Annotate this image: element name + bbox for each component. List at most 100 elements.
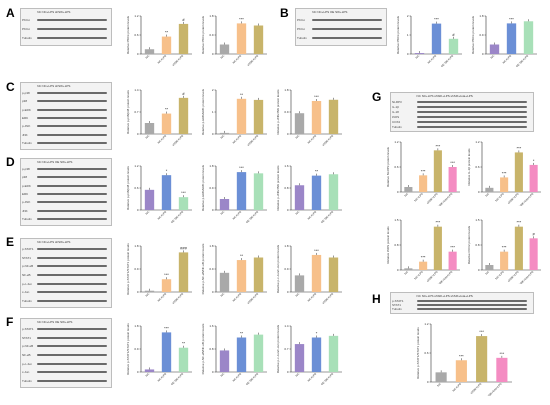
bar [236, 23, 247, 54]
blot-row-label: PKCα [297, 17, 305, 22]
blot-band [37, 184, 108, 187]
blot-row-label: p-NF-κB [22, 344, 34, 349]
x-tick-label: NC+LPS [451, 382, 462, 393]
panel-label-G: G [372, 90, 382, 104]
significance-label: *** [479, 329, 484, 334]
bar [178, 97, 189, 134]
blot-row-label: PKCα [22, 17, 30, 22]
y-axis-label: Relative p-STAT1/STAT1 protein levels [126, 323, 130, 375]
blot-header: NC NC+LPS OE SIK+LPS [37, 160, 73, 164]
x-tick-label: shSIK+LPS [426, 270, 439, 283]
bar-chart-E-2: Relative p-NF-κB/NF-κB protein levels 0 0.… [201, 243, 267, 305]
x-tick-label: NC [484, 270, 490, 276]
significance-label: ** [182, 341, 186, 346]
blot-row-label: ERK [22, 192, 29, 196]
x-tick-label: shSIK+LPS [321, 292, 334, 305]
blot-row-label: p38 [22, 175, 28, 180]
blot-band [37, 133, 108, 136]
blot-row-label: IL-1β [392, 104, 399, 109]
blot-row-label: Tubulin [22, 298, 32, 303]
bar [500, 177, 509, 192]
x-tick-label: NC [295, 372, 301, 378]
y-tick-label: 0.9 [284, 110, 289, 114]
bar [219, 44, 230, 54]
x-tick-label: NC [220, 210, 226, 216]
y-tick-label: 1.5 [475, 218, 480, 222]
x-tick-label: OE SIK+LPS [245, 210, 259, 224]
blot-row-label: p-p38 [22, 91, 30, 96]
blot-row-label: NF-κB [22, 353, 31, 357]
blot-band [37, 345, 108, 348]
y-tick-label: 0.6 [394, 165, 399, 169]
significance-label: * [533, 158, 535, 163]
x-tick-label: shSIK+Iota+LPS [436, 270, 454, 284]
significance-label: ** [240, 253, 244, 258]
y-axis-label: Relative PKCα protein levels [126, 15, 130, 54]
x-tick-label: NC+LPS [232, 372, 243, 383]
bar [448, 167, 457, 192]
bar-chart-F-3: Relative p-c-Jun/c-Jun protein levels 0 0.… [276, 324, 342, 386]
blot-band [312, 37, 383, 40]
significance-label: *** [450, 160, 455, 165]
x-tick-label: shSIK+Iota+LPS [485, 382, 503, 396]
y-tick-label: 1 [212, 110, 214, 114]
blot-row-label: Tubulin [22, 36, 32, 41]
x-tick-label: OE SIK+LPS [440, 54, 454, 68]
significance-label: *** [509, 16, 514, 21]
panel-label-C: C [6, 80, 15, 94]
significance-label: *** [164, 272, 169, 277]
significance-label: * [166, 168, 168, 173]
bar [236, 98, 247, 134]
x-tick-label: NC+LPS [494, 192, 505, 203]
x-tick-label: NC [403, 192, 409, 198]
x-tick-label: OE SIK+LPS [320, 372, 334, 386]
y-tick-label: 0.9 [284, 267, 289, 271]
y-tick-label: 0 [478, 190, 480, 194]
blot-row-label: ERK [22, 116, 29, 120]
y-tick-label: 1.8 [209, 14, 214, 18]
y-tick-label: 0.9 [209, 186, 214, 190]
y-tick-label: 0.9 [209, 33, 214, 37]
significance-label: *** [314, 248, 319, 253]
blot-row-label: NLRP3 [392, 99, 402, 104]
y-tick-label: 2 [407, 14, 409, 18]
y-tick-label: 0 [427, 380, 429, 384]
x-tick-label: NC+LPS [307, 134, 318, 145]
blot-band [312, 28, 383, 30]
significance-label: *** [239, 165, 244, 170]
y-tick-label: 0 [212, 132, 214, 136]
y-tick-label: 0.7 [134, 110, 139, 114]
bar [433, 150, 442, 192]
blot-band [37, 336, 108, 339]
y-tick-label: 1.2 [134, 164, 139, 168]
y-tick-label: 0 [287, 370, 289, 374]
blot-header: NC NC+LPS shSIK+LPS [37, 84, 71, 88]
bar [311, 175, 322, 210]
y-tick-label: 1.8 [479, 14, 484, 18]
blot-row-label: p-c-Jun [22, 361, 33, 366]
y-axis-label: Relative p-p38/p38 protein levels [126, 90, 130, 134]
x-tick-label: shSIK+LPS [171, 54, 184, 67]
x-tick-label: NC+LPS [157, 134, 168, 145]
blot-row-label: Tubulin [22, 378, 32, 383]
significance-label: ** [165, 107, 169, 112]
y-tick-label: 1.6 [284, 164, 289, 168]
x-tick-label: NC [295, 292, 301, 298]
bar [253, 334, 264, 372]
bar [294, 113, 305, 134]
significance-label: *** [517, 145, 522, 150]
y-tick-label: 1.2 [394, 140, 399, 144]
blot-row-label: IL-18 [392, 109, 399, 114]
bar [178, 197, 189, 210]
y-tick-label: 1.5 [394, 218, 399, 222]
x-tick-label: NC+LPS [232, 54, 243, 65]
y-axis-label: Relative p-ERK/ERK protein levels [201, 88, 205, 135]
panel-label-D: D [6, 155, 15, 169]
bar [294, 275, 305, 292]
blot-row-label: PKCα [22, 27, 30, 31]
significance-label: ### [180, 245, 187, 250]
blot-row-label: p-c-Jun [22, 281, 33, 286]
blot-band [416, 100, 528, 103]
bar-chart-E-1: Relative p-STAT1/STAT1 protein levels 0 0.… [126, 243, 192, 305]
blot-header: NC NC+LPS shSIK+LPS [37, 240, 71, 244]
